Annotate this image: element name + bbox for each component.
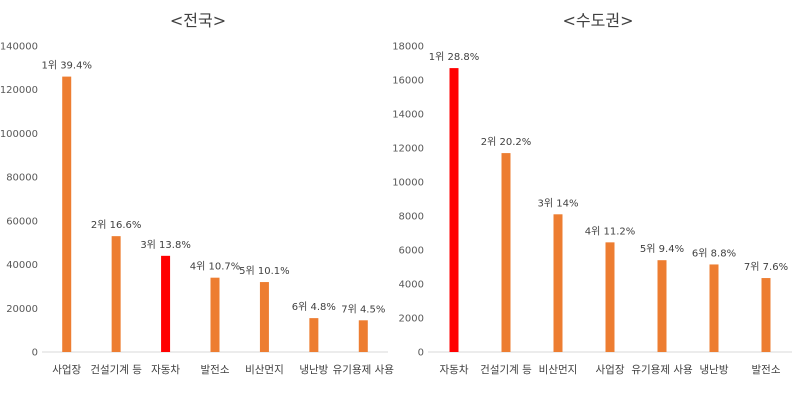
capital-area-bar (761, 278, 771, 352)
national-bar (210, 277, 220, 352)
national-data-label: 6위 4.8% (292, 300, 336, 313)
national-y-tick-label: 140000 (0, 42, 38, 53)
capital-area-y-tick-label: 0 (418, 348, 424, 359)
capital-area-y-tick-label: 4000 (399, 280, 424, 291)
national-bar (62, 76, 72, 352)
national-bar (259, 282, 269, 352)
national-y-tick-label: 20000 (6, 304, 38, 315)
national-category-label: 자동차 (151, 364, 180, 376)
capital-area-y-tick-label: 12000 (392, 144, 424, 155)
capital-area-y-tick-label: 6000 (399, 246, 424, 257)
national-category-label: 냉난방 (299, 364, 328, 376)
capital-area-category-label: 냉난방 (700, 364, 729, 376)
capital-area-category-label: 발전소 (752, 364, 781, 376)
capital-area-category-label: 유기용제 사용 (631, 364, 693, 376)
capital-area-category-label: 비산먼지 (539, 364, 578, 376)
national-bar (358, 320, 368, 352)
capital-area-category-label: 건설기계 등 (480, 364, 532, 376)
national-chart-title: <전국> (170, 11, 226, 30)
capital-area-bar (553, 214, 563, 352)
national-y-tick-label: 120000 (0, 85, 38, 96)
capital-area-bar (501, 153, 511, 352)
national-y-tick-label: 60000 (6, 216, 38, 227)
capital-area-y-tick-label: 2000 (399, 314, 424, 325)
capital-area-data-label: 5위 9.4% (640, 242, 684, 255)
national-category-label: 발전소 (201, 364, 230, 376)
national-data-label: 2위 16.6% (91, 218, 142, 231)
national-data-label: 7위 4.5% (341, 302, 385, 315)
capital-area-y-tick-label: 8000 (399, 212, 424, 223)
national-y-tick-label: 0 (32, 348, 38, 359)
capital-area-bar (449, 68, 459, 352)
national-data-label: 3위 13.8% (140, 238, 191, 251)
national-bar (309, 318, 319, 352)
capital-area-bar (709, 264, 719, 352)
national-y-tick-label: 40000 (6, 260, 38, 271)
capital-area-y-tick-label: 14000 (392, 110, 424, 121)
capital-area-data-label: 2위 20.2% (481, 135, 532, 148)
national-data-label: 4위 10.7% (190, 260, 241, 273)
capital-area-bar (657, 260, 667, 352)
capital-area-y-tick-label: 18000 (392, 42, 424, 53)
national-y-tick-label: 100000 (0, 129, 38, 140)
national-y-tick-label: 80000 (6, 173, 38, 184)
capital-area-chart-title: <수도권> (563, 11, 634, 30)
national-data-label: 5위 10.1% (239, 264, 290, 277)
national-category-label: 비산먼지 (245, 364, 284, 376)
national-category-label: 유기용제 사용 (333, 364, 395, 376)
capital-area-data-label: 4위 11.2% (585, 224, 636, 237)
capital-area-data-label: 6위 8.8% (692, 246, 736, 259)
capital-area-category-label: 사업장 (596, 363, 625, 376)
capital-area-bar (605, 242, 615, 352)
capital-area-y-tick-label: 10000 (392, 178, 424, 189)
capital-area-y-tick-label: 16000 (392, 76, 424, 87)
national-bar (111, 236, 121, 352)
capital-area-data-label: 7위 7.6% (744, 260, 788, 273)
capital-area-category-label: 자동차 (440, 364, 469, 376)
national-category-label: 사업장 (52, 363, 81, 376)
national-category-label: 건설기계 등 (90, 364, 142, 376)
national-data-label: 1위 39.4% (41, 59, 92, 72)
national-bar (161, 255, 171, 352)
capital-area-data-label: 1위 28.8% (429, 50, 480, 63)
capital-area-data-label: 3위 14% (538, 196, 579, 209)
